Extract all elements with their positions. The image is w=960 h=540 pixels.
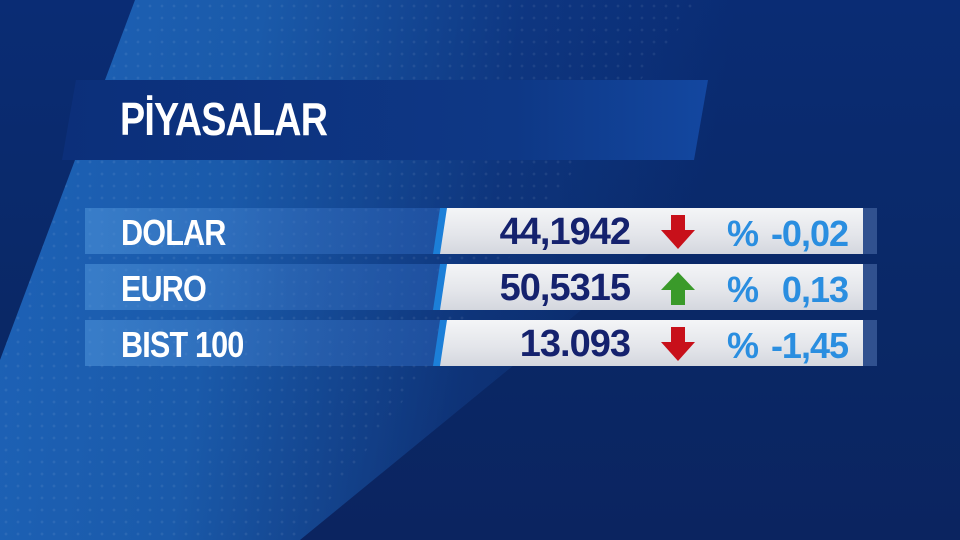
row-cap: [863, 208, 877, 254]
market-row: DOLAR 44,1942 % -0,02: [0, 208, 960, 254]
percent-change: -0,02: [770, 213, 849, 254]
arrow-down-icon: [661, 215, 695, 249]
market-row: BIST 100 13.093 % -1,45: [0, 320, 960, 366]
value-bar: [434, 208, 863, 254]
percent-change: -1,45: [770, 325, 849, 366]
instrument-value: 50,5315: [499, 267, 631, 309]
percent-sign: %: [727, 269, 760, 310]
row-cap: [863, 320, 877, 366]
instrument-value: 44,1942: [499, 211, 631, 253]
label-bar: [85, 208, 440, 254]
instrument-label: EURO: [121, 268, 207, 309]
page-title: PİYASALAR: [120, 93, 328, 145]
instrument-value: 13.093: [519, 323, 631, 365]
label-bar: [85, 264, 440, 310]
percent-sign: %: [727, 213, 760, 254]
label-bar: [85, 320, 440, 366]
arrow-down-icon: [661, 327, 695, 361]
value-bar: [434, 320, 863, 366]
arrow-up-icon: [661, 272, 695, 305]
instrument-label: DOLAR: [121, 212, 226, 253]
market-row: EURO 50,5315 % 0,13: [0, 264, 960, 310]
value-bar: [434, 264, 863, 310]
title-bar: [62, 80, 708, 160]
row-cap: [863, 264, 877, 310]
percent-sign: %: [727, 325, 760, 366]
instrument-label: BIST 100: [121, 324, 244, 365]
percent-change: 0,13: [781, 269, 849, 310]
